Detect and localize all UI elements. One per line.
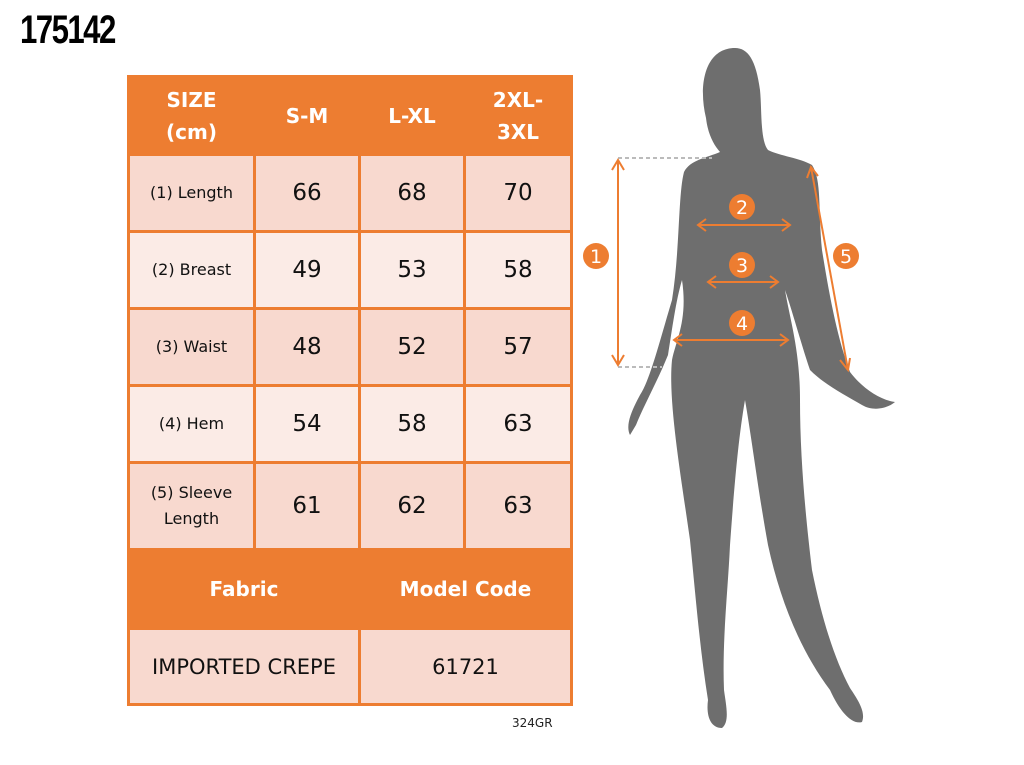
cell: 52 xyxy=(358,307,466,387)
fabric-row: IMPORTED CREPE 61721 xyxy=(127,627,573,706)
cell: 63 xyxy=(463,384,573,464)
marker-1: 1 xyxy=(590,246,602,268)
footer-code: 324GR xyxy=(512,716,553,730)
body-measurement-figure: 1 2 3 4 5 xyxy=(583,48,895,728)
header-s-m: S-M xyxy=(253,75,361,156)
header-row: SIZE (cm) S-M L-XL 2XL-3XL xyxy=(127,75,573,156)
row-label: (5) Sleeve Length xyxy=(127,461,256,551)
measurement-lines xyxy=(611,157,851,373)
woman-silhouette xyxy=(628,48,895,728)
table-row: (4) Hem 54 58 63 xyxy=(127,384,573,464)
cell: 49 xyxy=(253,230,361,310)
cell: 48 xyxy=(253,307,361,387)
marker-5: 5 xyxy=(840,246,852,268)
row-label: (4) Hem xyxy=(127,384,256,464)
fabric-header-row: Fabric Model Code xyxy=(127,548,573,630)
model-code-value: 61721 xyxy=(358,627,573,706)
measurement-markers: 1 2 3 4 5 xyxy=(583,194,859,336)
cell: 61 xyxy=(253,461,361,551)
cell: 70 xyxy=(463,153,573,233)
cell: 57 xyxy=(463,307,573,387)
cell: 63 xyxy=(463,461,573,551)
cell: 54 xyxy=(253,384,361,464)
cell: 58 xyxy=(358,384,466,464)
marker-4: 4 xyxy=(736,313,748,335)
marker-3: 3 xyxy=(736,255,748,277)
table-row: (5) Sleeve Length 61 62 63 xyxy=(127,461,573,551)
cell: 62 xyxy=(358,461,466,551)
row-label: (2) Breast xyxy=(127,230,256,310)
header-size: SIZE (cm) xyxy=(127,75,256,156)
fabric-value: IMPORTED CREPE xyxy=(127,627,361,706)
table-row: (2) Breast 49 53 58 xyxy=(127,230,573,310)
table-row: (1) Length 66 68 70 xyxy=(127,153,573,233)
size-chart-table: SIZE (cm) S-M L-XL 2XL-3XL (1) Length 66… xyxy=(127,75,573,706)
cell: 58 xyxy=(463,230,573,310)
cell: 68 xyxy=(358,153,466,233)
header-l-xl: L-XL xyxy=(358,75,466,156)
header-2xl-3xl: 2XL-3XL xyxy=(463,75,573,156)
model-code-label: Model Code xyxy=(358,548,573,630)
cell: 53 xyxy=(358,230,466,310)
product-code: 175142 xyxy=(20,8,116,52)
fabric-label: Fabric xyxy=(127,548,361,630)
row-label: (3) Waist xyxy=(127,307,256,387)
marker-2: 2 xyxy=(736,197,748,219)
row-label: (1) Length xyxy=(127,153,256,233)
table-row: (3) Waist 48 52 57 xyxy=(127,307,573,387)
cell: 66 xyxy=(253,153,361,233)
